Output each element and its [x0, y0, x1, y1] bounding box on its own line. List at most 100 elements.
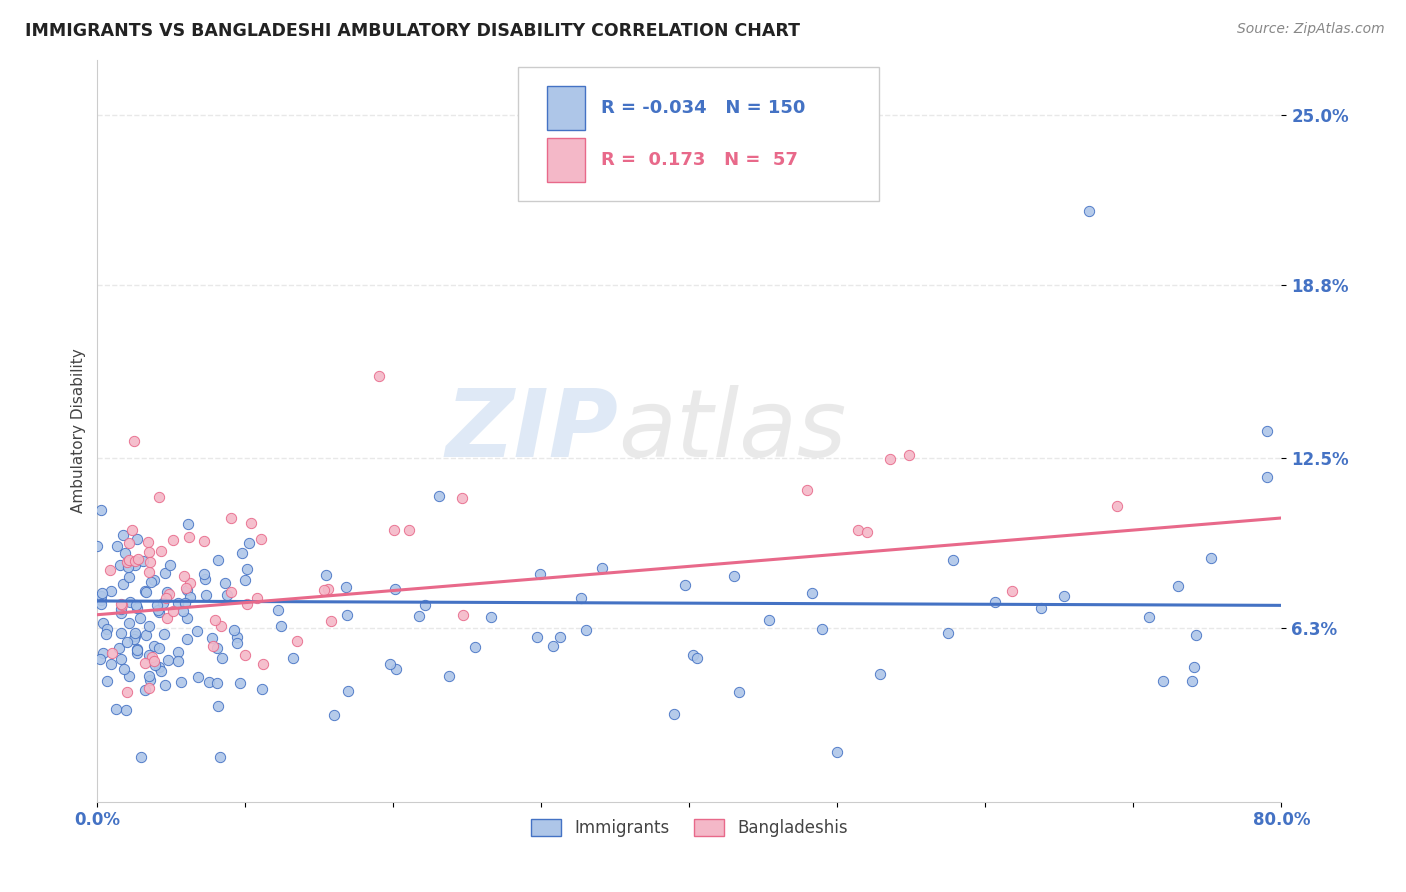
Point	[1107, 499, 1129, 513]
Point	[173, 569, 195, 583]
Point	[114, 703, 136, 717]
Point	[122, 632, 145, 646]
Point	[156, 611, 179, 625]
Point	[267, 603, 290, 617]
Point	[380, 657, 402, 671]
Point	[172, 604, 194, 618]
Point	[138, 681, 160, 695]
Point	[156, 585, 179, 599]
Point	[170, 674, 193, 689]
Point	[226, 630, 249, 644]
Point	[112, 662, 135, 676]
Point	[134, 657, 156, 671]
Point	[194, 573, 217, 587]
Point	[127, 532, 149, 546]
Point	[155, 591, 177, 605]
Point	[1001, 583, 1024, 598]
Point	[112, 577, 135, 591]
Point	[157, 587, 180, 601]
Point	[984, 595, 1007, 609]
Point	[138, 648, 160, 662]
Point	[215, 588, 238, 602]
Point	[1152, 673, 1174, 688]
Point	[176, 632, 198, 647]
Point	[591, 561, 613, 575]
Point	[91, 615, 114, 630]
Point	[124, 626, 146, 640]
Point	[479, 610, 502, 624]
Point	[316, 582, 339, 596]
Point	[758, 614, 780, 628]
Point	[174, 581, 197, 595]
FancyBboxPatch shape	[547, 86, 585, 130]
Point	[167, 654, 190, 668]
Point	[148, 660, 170, 674]
Text: R = -0.034   N = 150: R = -0.034 N = 150	[600, 99, 806, 117]
Point	[90, 593, 112, 607]
Point	[100, 657, 122, 672]
Point	[1078, 203, 1101, 218]
Point	[236, 597, 259, 611]
Point	[118, 615, 141, 630]
Point	[382, 523, 405, 537]
Point	[228, 675, 250, 690]
Point	[98, 563, 121, 577]
Point	[177, 530, 200, 544]
Point	[96, 673, 118, 688]
Point	[135, 628, 157, 642]
Y-axis label: Ambulatory Disability: Ambulatory Disability	[72, 348, 86, 513]
Point	[1184, 628, 1206, 642]
Point	[118, 669, 141, 683]
Point	[270, 619, 292, 633]
Point	[869, 667, 891, 681]
Point	[235, 648, 257, 662]
Point	[124, 558, 146, 572]
Point	[143, 639, 166, 653]
Point	[187, 669, 209, 683]
Point	[281, 650, 304, 665]
Point	[117, 560, 139, 574]
Point	[173, 596, 195, 610]
Point	[176, 611, 198, 625]
Point	[111, 527, 134, 541]
Point	[167, 645, 190, 659]
Point	[118, 570, 141, 584]
Point	[89, 652, 111, 666]
Point	[111, 598, 134, 612]
Point	[110, 651, 132, 665]
Point	[176, 582, 198, 597]
Point	[856, 525, 879, 540]
Point	[148, 641, 170, 656]
Point	[148, 491, 170, 505]
Point	[728, 685, 751, 699]
Point	[312, 582, 335, 597]
Point	[249, 532, 271, 546]
Point	[105, 539, 128, 553]
Point	[148, 605, 170, 619]
Point	[166, 596, 188, 610]
Point	[673, 578, 696, 592]
Point	[127, 642, 149, 657]
FancyBboxPatch shape	[547, 137, 585, 182]
Point	[335, 580, 357, 594]
Point	[221, 585, 243, 599]
Point	[384, 662, 406, 676]
Point	[336, 607, 359, 622]
Point	[90, 589, 112, 603]
Point	[128, 611, 150, 625]
Point	[110, 602, 132, 616]
Point	[96, 622, 118, 636]
Point	[124, 598, 146, 612]
Point	[135, 584, 157, 599]
Point	[153, 566, 176, 580]
Point	[108, 641, 131, 656]
Point	[222, 624, 245, 638]
Point	[138, 566, 160, 580]
Point	[134, 583, 156, 598]
Point	[108, 558, 131, 573]
Point	[101, 646, 124, 660]
Point	[207, 641, 229, 656]
Text: IMMIGRANTS VS BANGLADESHI AMBULATORY DISABILITY CORRELATION CHART: IMMIGRANTS VS BANGLADESHI AMBULATORY DIS…	[25, 22, 800, 40]
Point	[427, 489, 450, 503]
Point	[1053, 590, 1076, 604]
